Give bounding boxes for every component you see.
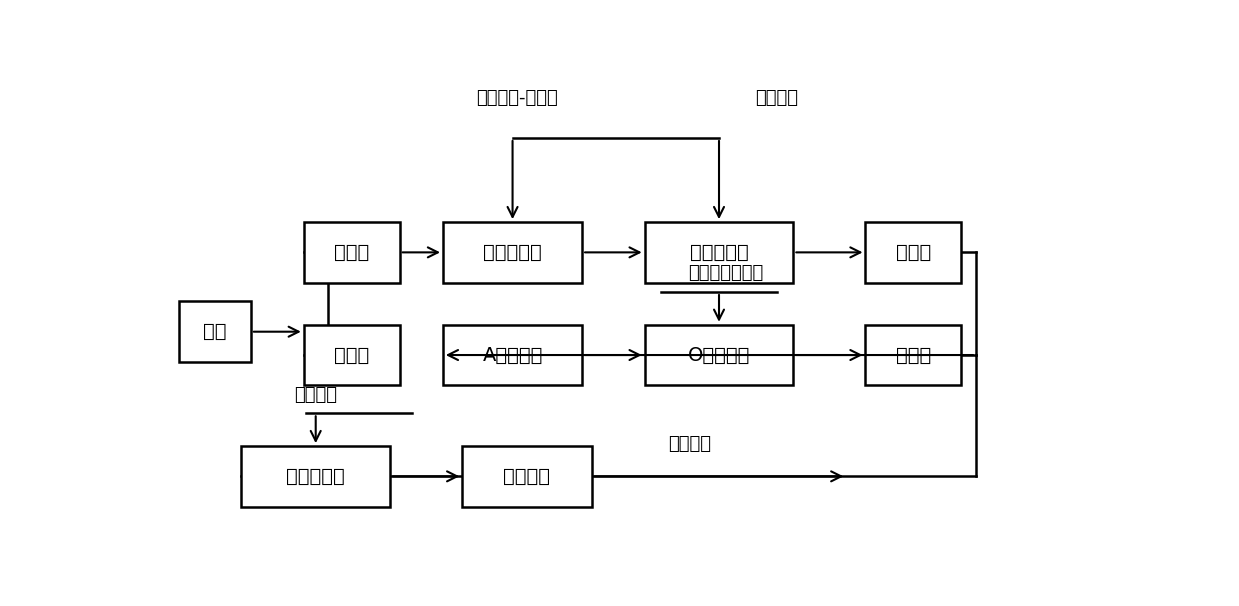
Bar bbox=[444, 222, 582, 282]
Text: 通入臭氧: 通入臭氧 bbox=[294, 385, 337, 404]
Bar bbox=[866, 222, 961, 282]
Text: 调节池: 调节池 bbox=[335, 243, 369, 262]
Bar bbox=[644, 222, 793, 282]
Text: 絮凝沉淀池: 絮凝沉淀池 bbox=[483, 243, 541, 262]
Text: 二沉池: 二沉池 bbox=[896, 345, 930, 365]
Bar bbox=[444, 325, 582, 385]
Bar bbox=[866, 325, 961, 385]
Text: O级生化池: O级生化池 bbox=[688, 345, 750, 365]
Bar bbox=[242, 446, 390, 507]
Bar bbox=[644, 325, 793, 385]
Text: 达标排放: 达标排放 bbox=[669, 435, 711, 453]
Bar bbox=[304, 325, 400, 385]
Bar bbox=[462, 446, 592, 507]
Bar bbox=[178, 301, 250, 362]
Text: 通入臭氧: 通入臭氧 bbox=[755, 89, 798, 107]
Text: 原水: 原水 bbox=[203, 322, 227, 341]
Text: A级生化池: A级生化池 bbox=[482, 345, 543, 365]
Text: 转化反应池: 转化反应池 bbox=[690, 243, 748, 262]
Text: 催化氧化塔: 催化氧化塔 bbox=[286, 467, 346, 486]
Text: 生物滤塔: 生物滤塔 bbox=[503, 467, 550, 486]
Text: 气浮池: 气浮池 bbox=[896, 243, 930, 262]
Bar bbox=[304, 222, 400, 282]
Text: 通过生物絮凝剂: 通过生物絮凝剂 bbox=[688, 264, 763, 282]
Text: 事故池: 事故池 bbox=[335, 345, 369, 365]
Text: 加入镁盐-磷酸盐: 加入镁盐-磷酸盐 bbox=[477, 89, 559, 107]
